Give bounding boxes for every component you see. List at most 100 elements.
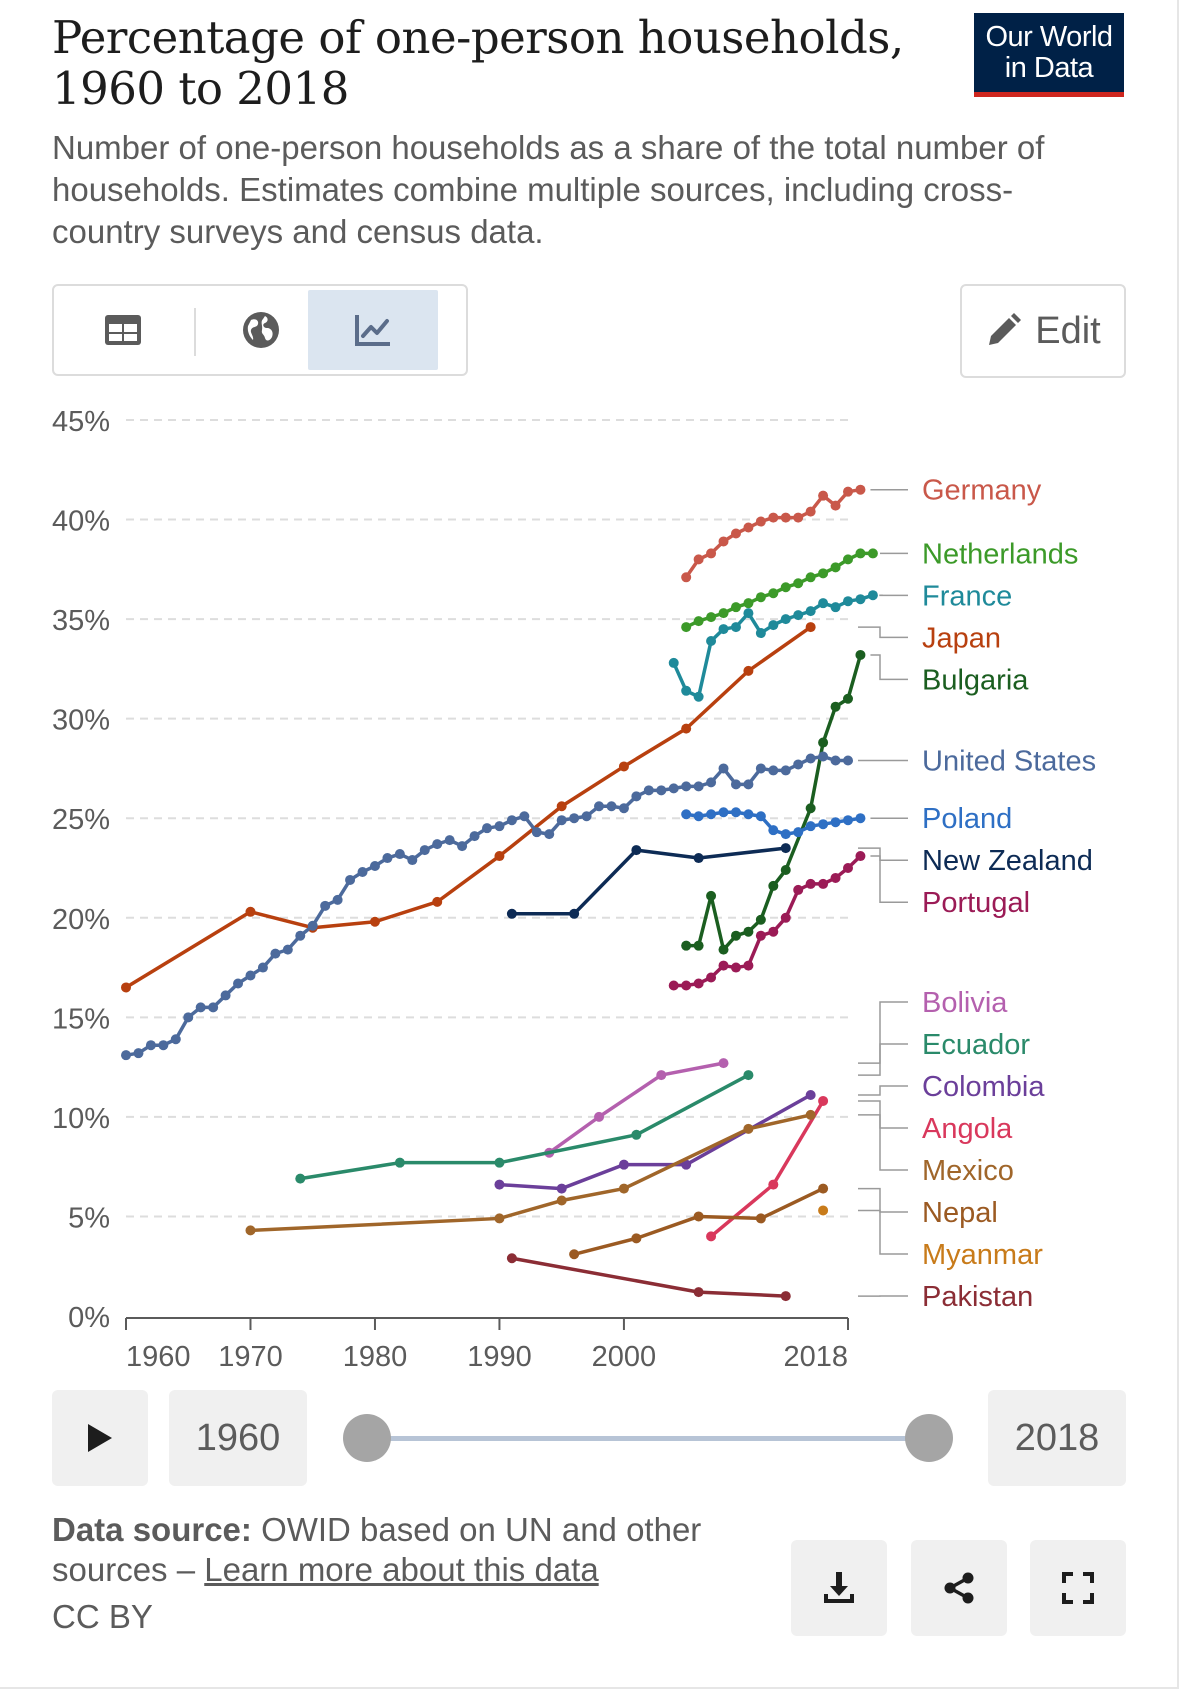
series-france[interactable] xyxy=(668,590,878,702)
series-united-states[interactable] xyxy=(121,751,853,1061)
legend-item[interactable]: Bulgaria xyxy=(870,654,1029,696)
line-chart: 0% 5% 10% 15% 20% 25% 30% 35% 40% 45% 1960 1970 1980… xyxy=(52,406,1096,1373)
series-myanmar[interactable] xyxy=(818,1205,829,1216)
data-point xyxy=(805,753,816,764)
legend-item[interactable]: New Zealand xyxy=(858,845,1093,877)
data-point xyxy=(345,874,356,885)
series-new-zealand[interactable] xyxy=(506,843,791,919)
series-colombia[interactable] xyxy=(494,1089,816,1194)
series-germany[interactable] xyxy=(681,484,866,583)
data-point xyxy=(494,821,505,832)
data-point xyxy=(843,693,853,704)
data-point xyxy=(718,1058,729,1069)
legend-item[interactable]: Angola xyxy=(858,1100,1013,1145)
legend-connector xyxy=(870,855,908,903)
start-year-handle[interactable] xyxy=(343,1414,391,1462)
edit-button[interactable]: Edit xyxy=(960,284,1126,378)
data-point xyxy=(780,512,791,523)
legend-item[interactable]: Nepal xyxy=(858,1187,998,1229)
legend-item[interactable]: Japan xyxy=(858,622,1001,654)
data-point xyxy=(755,811,766,822)
data-point xyxy=(755,516,766,527)
legend-item[interactable]: Germany xyxy=(870,475,1042,507)
legend-item[interactable]: Pakistan xyxy=(858,1281,1033,1313)
series-bulgaria[interactable] xyxy=(681,649,866,955)
data-point xyxy=(618,1183,629,1194)
data-point xyxy=(544,829,555,840)
data-point xyxy=(730,602,741,613)
tab-map[interactable] xyxy=(196,290,326,370)
tab-separator xyxy=(194,308,196,356)
learn-more-link[interactable]: Learn more about this data xyxy=(204,1551,599,1588)
legend-label: United States xyxy=(922,745,1096,777)
data-point xyxy=(556,815,567,826)
series-portugal[interactable] xyxy=(668,851,866,991)
data-point xyxy=(706,809,717,820)
data-point xyxy=(793,827,804,838)
data-point xyxy=(506,908,517,919)
y-tick-label: 10% xyxy=(52,1103,110,1135)
legend-item[interactable]: Mexico xyxy=(858,1114,1014,1187)
end-year-label[interactable]: 2018 xyxy=(988,1390,1126,1486)
timeline-track[interactable] xyxy=(367,1436,927,1441)
data-point xyxy=(768,765,779,776)
legend-item[interactable]: Myanmar xyxy=(858,1209,1043,1271)
series-ecuador[interactable] xyxy=(295,1070,754,1184)
data-point xyxy=(843,755,853,766)
play-button[interactable] xyxy=(52,1390,148,1486)
legend-label: Netherlands xyxy=(922,538,1078,570)
legend-item[interactable]: Ecuador xyxy=(858,1029,1030,1076)
end-year-handle[interactable] xyxy=(905,1414,953,1462)
owid-logo[interactable]: Our World in Data xyxy=(974,13,1124,97)
legend-item[interactable]: Portugal xyxy=(870,855,1030,919)
data-point xyxy=(307,920,318,931)
legend-item[interactable]: Poland xyxy=(870,803,1012,835)
legend-item[interactable]: Bolivia xyxy=(858,987,1008,1064)
data-point xyxy=(506,1253,517,1264)
chart-grid xyxy=(126,419,848,1218)
legend-item[interactable]: France xyxy=(879,580,1012,612)
data-point xyxy=(282,944,293,955)
download-button[interactable] xyxy=(791,1540,887,1636)
series-line xyxy=(548,1061,724,1155)
data-point xyxy=(332,894,343,905)
data-point xyxy=(270,948,281,959)
series-mexico[interactable] xyxy=(245,1109,816,1236)
tab-chart[interactable] xyxy=(308,290,438,370)
legend-item[interactable]: Netherlands xyxy=(880,538,1078,570)
series-bolivia[interactable] xyxy=(544,1058,729,1158)
series-poland[interactable] xyxy=(681,807,866,840)
series-japan[interactable] xyxy=(121,622,816,993)
chart-series xyxy=(121,484,878,1302)
data-point xyxy=(693,616,704,627)
tab-table[interactable] xyxy=(58,290,188,370)
data-point xyxy=(357,866,368,877)
share-button[interactable] xyxy=(911,1540,1007,1636)
series-netherlands[interactable] xyxy=(681,548,878,633)
fullscreen-button[interactable] xyxy=(1030,1540,1126,1636)
data-point xyxy=(681,622,692,633)
series-line xyxy=(250,1113,812,1233)
data-point xyxy=(594,801,605,812)
x-tick-label: 2018 xyxy=(783,1341,848,1373)
legend-item[interactable]: United States xyxy=(858,745,1096,777)
timeline-controls: 1960 2018 xyxy=(52,1390,1126,1486)
data-point xyxy=(755,1213,766,1224)
chart-legend: Germany Netherlands France Japan Bulgaria Uni… xyxy=(858,475,1096,1313)
data-point xyxy=(506,815,517,826)
data-point xyxy=(618,803,629,814)
data-point xyxy=(730,930,741,941)
legend-label: Germany xyxy=(922,475,1042,507)
legend-connector xyxy=(858,1085,908,1096)
pencil-icon xyxy=(989,313,1022,345)
series-nepal[interactable] xyxy=(569,1183,829,1260)
data-point xyxy=(768,880,779,891)
edit-label: Edit xyxy=(1035,309,1101,352)
data-point xyxy=(618,1159,629,1170)
y-tick-label: 0% xyxy=(68,1302,110,1334)
legend-item[interactable]: Colombia xyxy=(858,1071,1045,1103)
series-pakistan[interactable] xyxy=(506,1253,791,1302)
start-year-label[interactable]: 1960 xyxy=(169,1390,307,1486)
license-text: CC BY xyxy=(52,1598,153,1635)
